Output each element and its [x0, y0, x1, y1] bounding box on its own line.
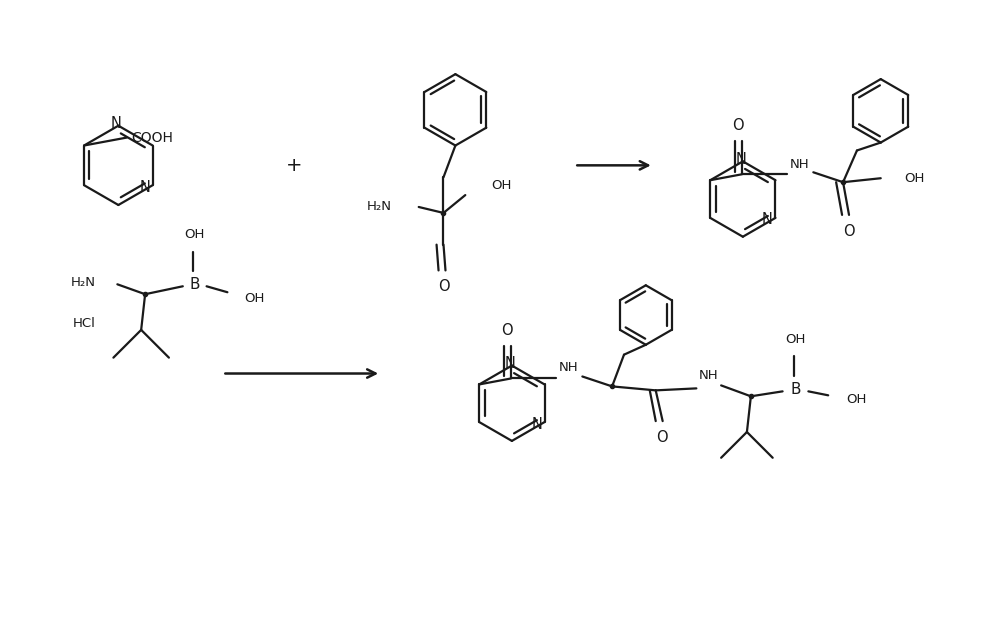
Text: COOH: COOH — [131, 130, 173, 144]
Text: H₂N: H₂N — [71, 276, 96, 289]
Text: O: O — [656, 431, 667, 445]
Text: B: B — [790, 382, 801, 397]
Text: OH: OH — [244, 292, 265, 305]
Text: H₂N: H₂N — [367, 200, 392, 214]
Text: OH: OH — [185, 228, 205, 241]
Text: NH: NH — [790, 158, 809, 171]
Text: N: N — [762, 212, 773, 227]
Text: OH: OH — [846, 393, 866, 406]
Text: OH: OH — [491, 179, 511, 191]
Text: HCl: HCl — [73, 317, 96, 331]
Text: +: + — [286, 156, 302, 175]
Text: O: O — [501, 323, 513, 338]
Text: B: B — [189, 277, 200, 292]
Text: O: O — [732, 118, 744, 133]
Text: N: N — [111, 116, 122, 131]
Text: OH: OH — [785, 333, 806, 347]
Text: O: O — [438, 279, 449, 294]
Text: OH: OH — [905, 172, 925, 184]
Text: O: O — [843, 225, 855, 239]
Text: NH: NH — [698, 369, 718, 382]
Text: N: N — [139, 179, 150, 195]
Text: N: N — [735, 152, 746, 167]
Text: N: N — [504, 356, 515, 371]
Text: N: N — [531, 417, 542, 432]
Text: NH: NH — [559, 361, 578, 374]
